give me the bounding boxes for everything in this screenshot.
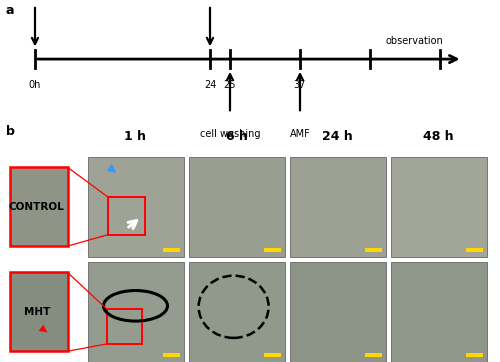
Bar bbox=[10, 272, 68, 351]
Text: 37: 37 bbox=[294, 80, 306, 90]
Text: AMF: AMF bbox=[290, 129, 310, 139]
Text: 48 h: 48 h bbox=[423, 130, 454, 143]
Bar bbox=[88, 156, 184, 257]
Text: observation: observation bbox=[385, 35, 443, 46]
Text: 24: 24 bbox=[204, 80, 216, 90]
Bar bbox=[466, 248, 483, 252]
Bar bbox=[264, 353, 281, 357]
Text: 0h: 0h bbox=[29, 80, 41, 90]
Text: 24 h: 24 h bbox=[322, 130, 353, 143]
Bar bbox=[108, 197, 145, 235]
Bar bbox=[290, 262, 386, 362]
Bar bbox=[188, 262, 284, 362]
Bar bbox=[163, 353, 180, 357]
Bar bbox=[365, 248, 382, 252]
Bar bbox=[10, 167, 68, 246]
Bar bbox=[163, 248, 180, 252]
Bar bbox=[365, 353, 382, 357]
Text: cell washing: cell washing bbox=[200, 129, 260, 139]
Bar bbox=[390, 156, 486, 257]
Bar bbox=[88, 262, 184, 362]
Text: CONTROL: CONTROL bbox=[9, 202, 64, 212]
Text: 25: 25 bbox=[224, 80, 236, 90]
Text: 6 h: 6 h bbox=[226, 130, 248, 143]
Bar bbox=[106, 309, 142, 344]
Text: 1 h: 1 h bbox=[124, 130, 146, 143]
Bar bbox=[264, 248, 281, 252]
Text: b: b bbox=[6, 126, 15, 139]
Bar bbox=[466, 353, 483, 357]
Text: MHT: MHT bbox=[24, 307, 50, 317]
Bar bbox=[390, 262, 486, 362]
Bar bbox=[188, 156, 284, 257]
Text: a: a bbox=[6, 4, 14, 17]
Bar bbox=[290, 156, 386, 257]
